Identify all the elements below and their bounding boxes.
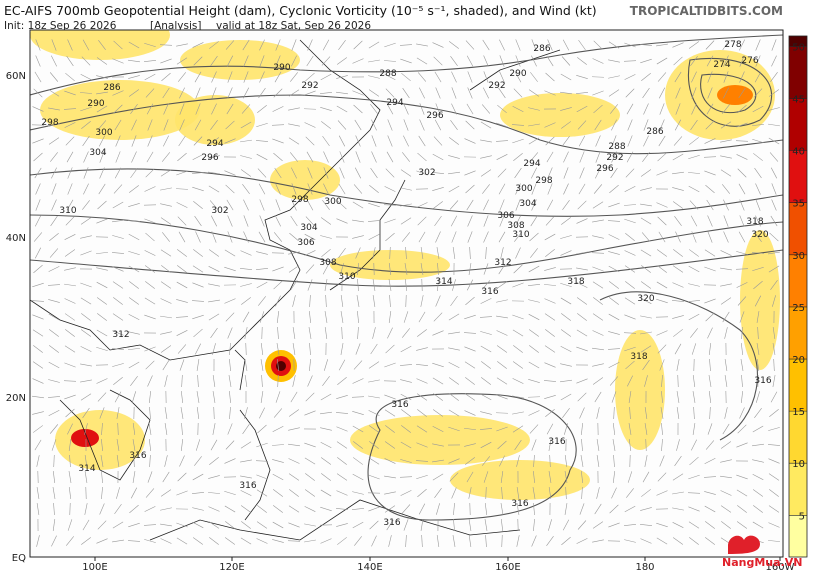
contour-label: 294 <box>206 139 223 149</box>
colorbar-tick-label: 45 <box>792 95 805 106</box>
watermark: NangMua.VN <box>722 556 802 569</box>
contour-label: 298 <box>41 118 58 128</box>
contour-label: 296 <box>201 153 218 163</box>
colorbar-tick-label: 25 <box>792 303 805 314</box>
contour-label: 316 <box>129 451 146 461</box>
contour-label: 316 <box>754 376 771 386</box>
longitude-label: 160E <box>495 562 520 573</box>
contour-label: 310 <box>512 230 529 240</box>
contour-label: 286 <box>533 44 550 54</box>
colorbar: 5 10 15 20 25 30 35 40 45 50 <box>789 36 807 557</box>
contour-label: 304 <box>519 199 536 209</box>
contour-label: 308 <box>507 221 524 231</box>
contour-label: 278 <box>724 40 741 50</box>
contour-label: 298 <box>535 176 552 186</box>
contour-label: 320 <box>751 230 768 240</box>
contour-label: 316 <box>391 400 408 410</box>
contour-label: 302 <box>211 206 228 216</box>
contour-label: 294 <box>386 98 403 108</box>
colorbar-segment <box>789 99 807 151</box>
title: EC-AIFS 700mb Geopotential Height (dam),… <box>4 3 597 18</box>
colorbar-segment <box>789 463 807 515</box>
contour-label: 318 <box>630 352 647 362</box>
contour-label: 310 <box>59 206 76 216</box>
contour-label: 308 <box>319 258 336 268</box>
colorbar-segment <box>789 359 807 411</box>
contour-label: 298 <box>291 195 308 205</box>
colorbar-tick-label: 5 <box>799 511 805 522</box>
contour-label: 286 <box>646 127 663 137</box>
contour-label: 316 <box>481 287 498 297</box>
longitude-label: 100E <box>82 562 107 573</box>
contour-label: 316 <box>239 481 256 491</box>
colorbar-segment <box>789 307 807 359</box>
contour-label: 310 <box>338 272 355 282</box>
contour-label: 302 <box>418 168 435 178</box>
contour-label: 300 <box>95 128 112 138</box>
colorbar-tick-label: 20 <box>792 355 805 366</box>
colorbar-segment <box>789 411 807 463</box>
latitude-label: 20N <box>6 393 26 404</box>
contour-label: 316 <box>548 437 565 447</box>
latitude-label: EQ <box>12 553 26 564</box>
contour-label: 292 <box>301 81 318 91</box>
contour-label: 294 <box>523 159 540 169</box>
colorbar-tick-label: 15 <box>792 407 805 418</box>
colorbar-tick-label: 35 <box>792 199 805 210</box>
colorbar-tick-label: 30 <box>792 251 805 262</box>
contour-label: 314 <box>435 277 452 287</box>
colorbar-segment <box>789 203 807 255</box>
contour-label: 288 <box>608 142 625 152</box>
contour-label: 290 <box>509 69 526 79</box>
contour-label: 318 <box>567 277 584 287</box>
contour-label: 306 <box>297 238 314 248</box>
longitude-label: 140E <box>357 562 382 573</box>
contour-label: 316 <box>383 518 400 528</box>
longitude-label: 120E <box>219 562 244 573</box>
contour-label: 290 <box>273 63 290 73</box>
contour-label: 292 <box>606 153 623 163</box>
contour-label: 314 <box>78 464 95 474</box>
latitude-label: 40N <box>6 233 26 244</box>
contour-label: 296 <box>596 164 613 174</box>
contour-label: 318 <box>746 217 763 227</box>
colorbar-tick-label: 40 <box>792 147 805 158</box>
contour-label: 276 <box>741 56 758 66</box>
contour-label: 300 <box>515 184 532 194</box>
contour-label: 304 <box>89 148 106 158</box>
contour-label: 300 <box>324 197 341 207</box>
contour-label: 316 <box>511 499 528 509</box>
site-credit: TROPICALTIDBITS.COM <box>630 4 783 18</box>
contour-label: 286 <box>103 83 120 93</box>
colorbar-tick-label: 50 <box>792 42 805 53</box>
contour-label: 306 <box>497 211 514 221</box>
contour-label: 304 <box>300 223 317 233</box>
latitude-label: 60N <box>6 71 26 82</box>
map-area: 2902922882862902922942962862902983002942… <box>30 10 783 557</box>
colorbar-segment <box>789 151 807 203</box>
contour-label: 288 <box>379 69 396 79</box>
contour-label: 290 <box>87 99 104 109</box>
colorbar-segment <box>789 255 807 307</box>
contour-label: 320 <box>637 294 654 304</box>
colorbar-segment <box>789 46 807 98</box>
colorbar-tick-label: 10 <box>792 459 805 470</box>
contour-label: 274 <box>713 60 730 70</box>
contour-label: 312 <box>112 330 129 340</box>
contour-label: 296 <box>426 111 443 121</box>
contour-label: 312 <box>494 258 511 268</box>
longitude-label: 180 <box>635 562 654 573</box>
contour-label: 292 <box>488 81 505 91</box>
